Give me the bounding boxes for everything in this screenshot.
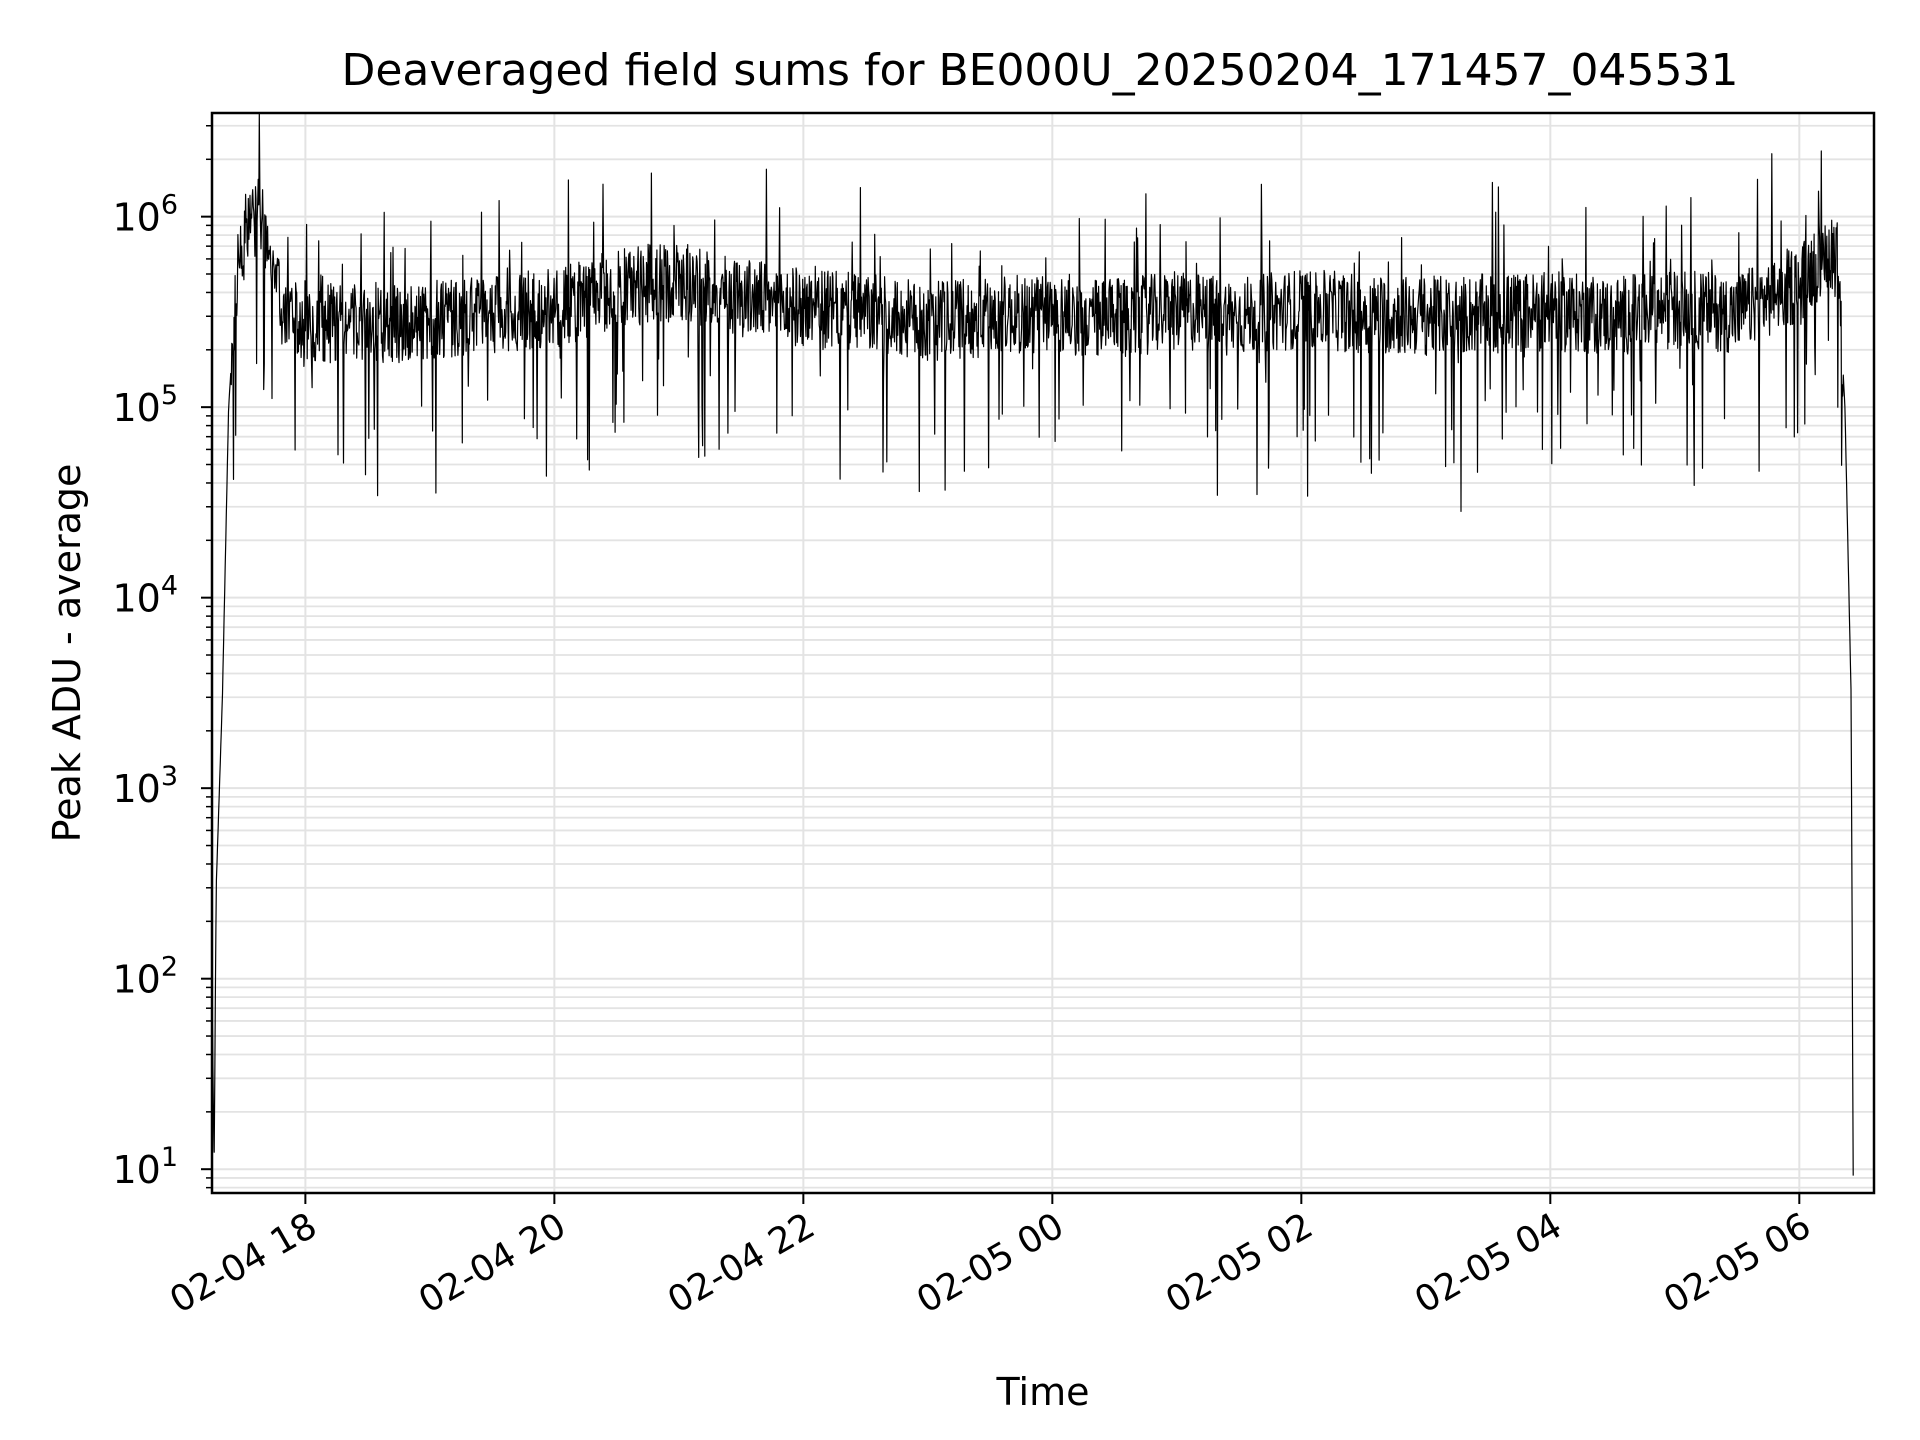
y-axis-label: Peak ADU - average [45, 464, 89, 843]
grid [212, 113, 1874, 1193]
y-tick-label: 103 [112, 761, 178, 811]
chart-title: Deaveraged field sums for BE000U_2025020… [341, 45, 1738, 96]
y-tick-label: 102 [112, 952, 178, 1002]
y-tick-label: 101 [112, 1142, 178, 1192]
series-line [211, 112, 1854, 1176]
plot-frame [210, 111, 1876, 1195]
y-tick-label: 105 [112, 380, 178, 430]
series-layer [211, 112, 1854, 1176]
y-tick-label: 104 [112, 571, 178, 621]
y-axis: 101 102 103 104 105 106 [112, 125, 212, 1192]
x-axis-label: Time [996, 1370, 1090, 1414]
y-tick-label: 106 [112, 190, 178, 240]
